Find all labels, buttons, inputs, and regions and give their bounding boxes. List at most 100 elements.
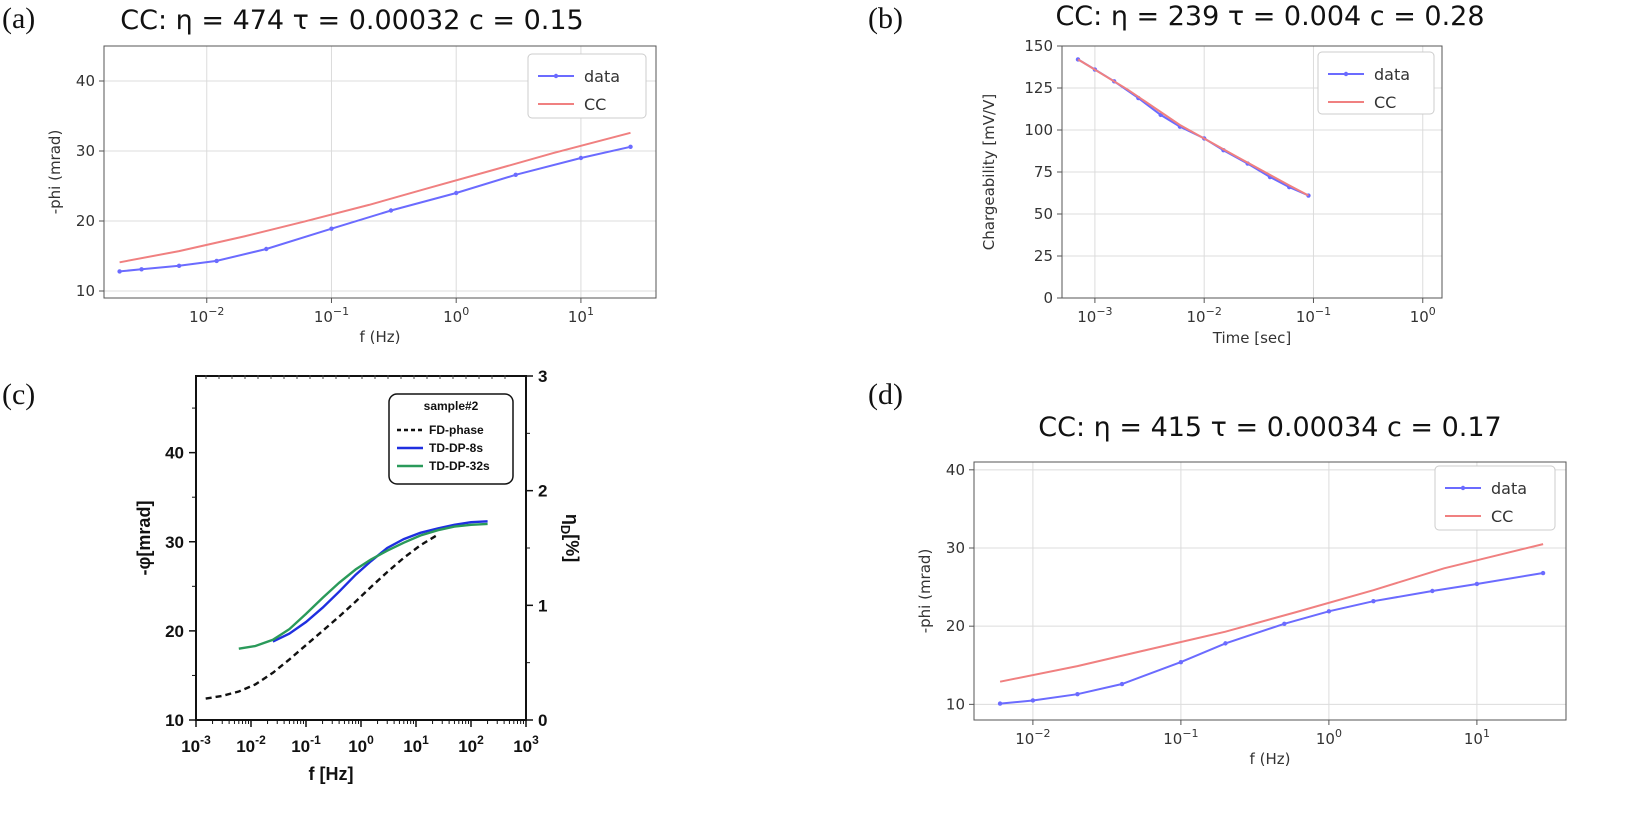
chart-title: CC: η = 239 τ = 0.004 c = 0.28 (1055, 1, 1484, 32)
x-tick-label: 10−2 (1015, 727, 1050, 748)
x-tick-label-exp: −3 (1096, 305, 1112, 318)
data-point (176, 263, 182, 268)
plot-frame (973, 461, 1567, 721)
data-point (329, 226, 334, 231)
x-tick-label: 10−1 (1296, 305, 1331, 326)
panel-label: (d) (868, 378, 903, 411)
x-tick-label-base: 10 (1410, 308, 1429, 326)
x-tick-label-base: 10 (1015, 730, 1034, 748)
x-tick-label: 102 (458, 733, 484, 756)
panel-label: (a) (2, 2, 35, 35)
data-point (214, 258, 219, 264)
x-tick-label: 100 (443, 305, 469, 326)
panel-c: (c)10-3 10-2 10-1 100 101 102 103102030400123f… (2, 367, 582, 784)
data-point (117, 269, 122, 274)
panel-label: (b) (868, 2, 903, 35)
x-tick-label-exp: −2 (1034, 727, 1050, 740)
x-tick-label: 10-3 (181, 733, 211, 756)
x-tick-label-base: 10 (1163, 730, 1182, 748)
series-line-cc (999, 543, 1544, 683)
data-point (513, 172, 518, 177)
y-tick-label: 150 (1024, 37, 1053, 55)
x-tick-label-exp: 0 (1429, 305, 1436, 318)
x-tick-label-exp: -2 (255, 733, 266, 747)
y-tick-label: 40 (165, 444, 184, 463)
data-point (1540, 570, 1546, 576)
legend-box (1317, 51, 1435, 115)
series-line-data (1000, 572, 1544, 705)
y-tick-label: 100 (1024, 121, 1053, 139)
y-tick-label: 40 (946, 461, 965, 479)
x-tick-label-exp: -3 (200, 733, 211, 747)
y-tick-label: 30 (165, 533, 184, 552)
legend-marker (1460, 485, 1466, 491)
data-point (997, 701, 1003, 706)
data-point (1075, 692, 1080, 697)
legend-label: CC (584, 95, 606, 114)
x-tick-label-base: 10 (348, 737, 367, 756)
y2-tick-label: 2 (538, 482, 547, 501)
legend-box (1434, 465, 1556, 531)
x-tick-label: 10-2 (236, 733, 266, 756)
y2-tick-label: 3 (538, 367, 547, 386)
legend-label: CC (1374, 93, 1396, 112)
legend-marker (1343, 71, 1349, 77)
x-tick-label-exp: 0 (367, 733, 374, 747)
legend-label: TD-DP-8s (429, 441, 483, 455)
x-tick-label-exp: −2 (1206, 305, 1222, 318)
data-point (264, 246, 269, 252)
x-tick-label-exp: 1 (587, 305, 594, 318)
x-tick-label: 100 (1316, 727, 1342, 748)
y-tick-label: 20 (165, 622, 184, 641)
x-tick-label-exp: 0 (462, 305, 469, 318)
series-line-data (119, 145, 631, 273)
x-tick-label-base: 10 (1187, 308, 1206, 326)
y2-label-tail: [%] (562, 534, 582, 562)
x-tick-label-exp: 3 (532, 733, 539, 747)
y-axis-label: -phi (mrad) (916, 549, 934, 634)
y-axis-label: Chargeability [mV/V] (980, 94, 998, 250)
x-tick-label-base: 10 (1464, 730, 1483, 748)
x-tick-label-exp: −1 (1182, 727, 1198, 740)
x-tick-label-exp: −2 (208, 305, 224, 318)
y-tick-label: 40 (76, 72, 95, 90)
legend-label: TD-DP-32s (429, 459, 490, 473)
y2-axis-label: ηD[%] (558, 514, 582, 562)
x-tick-label-base: 10 (236, 737, 255, 756)
x-tick-label-exp: 1 (422, 733, 429, 747)
legend-label: data (1374, 65, 1410, 84)
x-tick-label-exp: 2 (477, 733, 484, 747)
x-tick-label-base: 10 (513, 737, 532, 756)
x-tick-label: 10−2 (1187, 305, 1222, 326)
y-tick-label: 0 (1043, 289, 1053, 307)
data-point (1326, 609, 1332, 614)
y2-tick-label: 1 (538, 596, 547, 615)
legend-label: FD-phase (429, 423, 484, 437)
legend-label: CC (1491, 507, 1513, 526)
data-point (1474, 581, 1480, 587)
x-tick-label: 10−3 (1077, 305, 1112, 326)
x-tick-label-base: 10 (443, 308, 462, 326)
panel-label: (c) (2, 378, 35, 411)
data-point (1371, 598, 1376, 604)
x-tick-label-base: 10 (458, 737, 477, 756)
y2-label-sub: D (558, 525, 573, 534)
series-line-cc (1077, 58, 1309, 197)
data-point (1282, 621, 1287, 627)
y-tick-label: 125 (1024, 79, 1053, 97)
series-line-td-dp-8s (272, 520, 488, 643)
y2-tick-label: 0 (538, 711, 547, 730)
y-tick-label: 10 (946, 695, 965, 713)
x-tick-label: 101 (1464, 727, 1490, 748)
x-tick-label-base: 10 (403, 737, 422, 756)
x-tick-label: 101 (568, 305, 594, 326)
y-tick-label: 10 (76, 282, 95, 300)
x-axis-label: f (Hz) (360, 328, 401, 346)
y-tick-label: 25 (1034, 247, 1053, 265)
y-tick-label: 30 (76, 142, 95, 160)
x-tick-label-exp: 1 (1483, 727, 1490, 740)
